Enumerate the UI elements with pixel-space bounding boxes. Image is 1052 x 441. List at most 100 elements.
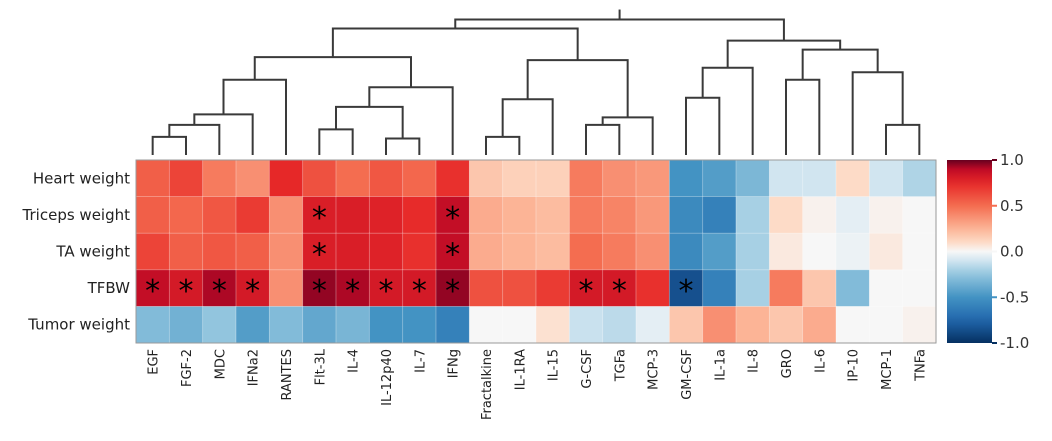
column-label: IL-8 (747, 349, 762, 373)
significance-star: * (245, 274, 260, 309)
heatmap-cell (435, 269, 471, 308)
heatmap-cell (468, 232, 504, 271)
heatmap-cell (902, 159, 937, 198)
column-label: GM-CSF (680, 349, 695, 400)
dendrogram-branch (885, 123, 921, 155)
heatmap-cell (368, 159, 404, 198)
significance-star: * (445, 238, 460, 273)
significance-star: * (612, 274, 627, 309)
significance-star: * (345, 274, 360, 309)
heatmap-border (135, 159, 937, 344)
dendrogram (151, 9, 921, 155)
heatmap-cell (168, 196, 204, 234)
heatmap-cell (335, 232, 371, 271)
heatmap-cell (835, 159, 871, 198)
heatmap-cell (235, 159, 271, 198)
heatmap-cell (602, 269, 637, 308)
significance-star: * (679, 274, 694, 309)
dendrogram-branch (851, 71, 904, 155)
row-label: Triceps weight (22, 206, 131, 224)
column-label: IL-4 (347, 349, 362, 373)
column-label: MCP-1 (880, 349, 895, 390)
dendrogram-branch (801, 48, 879, 80)
heatmap-cell (402, 159, 437, 198)
heatmap-cell (868, 269, 904, 308)
heatmap-cell (568, 196, 604, 234)
heatmap-cell (568, 232, 604, 271)
significance-star: * (179, 274, 194, 309)
colorbar-tick-label: 0.0 (1000, 243, 1024, 261)
heatmap-cell (768, 269, 804, 308)
significance-star: * (145, 274, 160, 309)
heatmap-cell (502, 305, 537, 344)
heatmap-cell (635, 196, 671, 234)
column-label: IL-7 (413, 349, 428, 373)
column-label: TNFa (913, 349, 928, 382)
heatmap-cell (335, 159, 371, 198)
heatmap-cell (702, 159, 737, 198)
heatmap-cell (468, 159, 504, 198)
heatmap-cell (868, 305, 904, 344)
column-label: IFNg (447, 349, 462, 378)
heatmap-cell (368, 269, 404, 308)
significance-star: * (445, 274, 460, 309)
significance-star: * (312, 274, 327, 309)
heatmap-cell (835, 196, 871, 234)
heatmap-cell (468, 305, 504, 344)
colorbar-tick-label: -1.0 (1000, 334, 1029, 352)
colorbar: 1.0 0.5 0.0 -0.5 -1.0 (947, 151, 1029, 352)
column-labels: EGF FGF-2 MDC IFNa2 RANTES Flt-3L IL-4 IL-12p40… (147, 348, 929, 420)
heatmap-cell (402, 196, 437, 234)
heatmap-cell (268, 305, 304, 344)
dendrogram-branch (331, 27, 579, 61)
row-label: TFBW (87, 279, 131, 297)
heatmap-cell (702, 305, 737, 344)
heatmap-cell (435, 305, 471, 344)
heatmap-cell (468, 269, 504, 308)
heatmap-cell (135, 232, 171, 271)
heatmap-cell (302, 305, 337, 344)
significance-star: * (445, 201, 460, 236)
colorbar-tick-label: -0.5 (1000, 288, 1029, 306)
heatmap-cell (602, 232, 637, 271)
heatmap-cell (768, 159, 804, 198)
heatmap-cell (668, 305, 704, 344)
dendrogram-branch (526, 59, 629, 118)
heatmap-cell (502, 232, 537, 271)
heatmap-cell (435, 196, 471, 234)
row-label: TA weight (55, 243, 130, 261)
colorbar-tick-label: 1.0 (1000, 151, 1024, 169)
heatmap-cell (402, 305, 437, 344)
heatmap-cell (535, 305, 571, 344)
heatmap-cell (435, 159, 471, 198)
dendrogram-branch (585, 123, 621, 155)
heatmap-cell (902, 232, 937, 271)
heatmap-cell (602, 159, 637, 198)
dendrogram-branch (385, 137, 421, 155)
dendrogram-branch (193, 113, 254, 155)
heatmap-cell (268, 196, 304, 234)
row-label: Tumor weight (27, 316, 130, 334)
heatmap-cell (702, 269, 737, 308)
heatmap-cell (202, 232, 237, 271)
heatmap-cell (835, 305, 871, 344)
column-label: TGFa (613, 349, 628, 382)
dendrogram-branch (454, 18, 785, 41)
heatmap-cell (568, 305, 604, 344)
dendrogram-branch (785, 78, 821, 155)
dendrogram-branch (368, 86, 454, 155)
heatmap-cell (535, 269, 571, 308)
heatmap-cell (335, 196, 371, 234)
heatmap-cell (635, 232, 671, 271)
heatmap-cell (868, 159, 904, 198)
column-label: RANTES (280, 349, 295, 401)
heatmap-cell (602, 196, 637, 234)
significance-star: * (579, 274, 594, 309)
heatmap-cell (502, 269, 537, 308)
heatmap-cell (368, 232, 404, 271)
heatmap-cell (702, 196, 737, 234)
heatmap-cell (802, 196, 837, 234)
column-label: IL-1a (713, 349, 728, 381)
heatmap-cell (602, 305, 637, 344)
heatmap-cell (768, 305, 804, 344)
